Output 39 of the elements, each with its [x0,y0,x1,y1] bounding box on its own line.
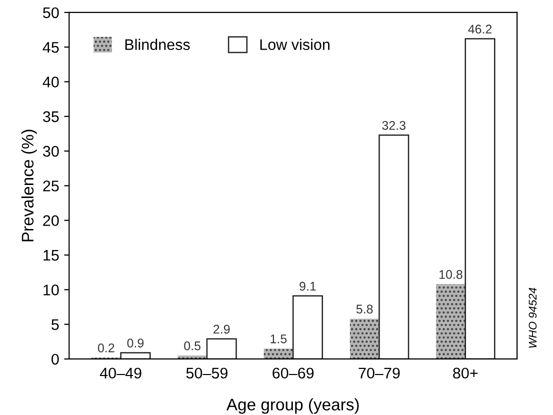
y-tick-label: 0 [52,354,59,365]
x-tick-label: 40–49 [100,368,142,379]
text: WHO 94524 [528,288,537,348]
data-label: 0.5 [184,341,200,350]
data-label: 2.9 [214,324,230,334]
data-label: 9.1 [300,282,316,291]
y-tick-label: 35 [42,111,59,122]
bar [464,38,496,359]
data-label: 0.2 [98,343,114,352]
y-tick-label: 25 [43,180,59,192]
bar [436,284,466,359]
x-tick-label: 70–79 [358,368,400,379]
x-tick-label: 50–59 [186,368,228,379]
legend-label: Low vision [260,38,330,50]
bar [350,318,380,359]
bar [292,295,324,359]
y-tick-label: 20 [43,215,59,226]
y-tick-label: 5 [52,319,59,330]
y-tick-label: 10 [44,284,59,296]
x-axis-title: Age group (years) [226,398,359,414]
y-tick-label: 15 [44,250,59,261]
data-label: 0.9 [127,338,144,348]
data-label: 10.8 [440,270,462,279]
data-label: 1.5 [270,334,287,344]
bar [206,338,237,359]
legend-label: Blindness [125,38,190,50]
y-tick-label: 30 [42,146,59,157]
bar [120,352,151,359]
bar [378,134,410,359]
y-axis-title: Prevalence (%) [21,130,37,242]
x-tick-label: 80+ [453,368,478,379]
y-tick-label: 45 [42,42,59,53]
y-tick-label: 40 [42,76,59,88]
data-label: 32.3 [382,121,406,130]
bar [264,348,294,359]
data-label: 46.2 [468,24,492,34]
y-tick-label: 50 [43,7,59,18]
x-tick-label: 60–69 [272,368,314,379]
data-label: 5.8 [356,304,373,314]
